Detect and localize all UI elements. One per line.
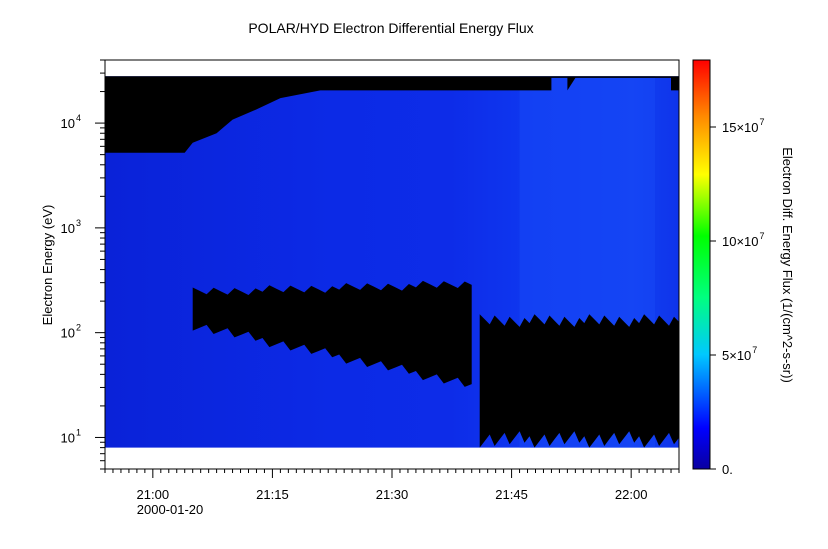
plot-area [105, 60, 679, 469]
colorbar-tick-label: 10×10 [722, 234, 759, 249]
x-tick-label: 22:00 [615, 487, 648, 502]
colorbar-tick-exponent: 7 [760, 117, 765, 127]
colorbar-tick-exponent: 7 [760, 231, 765, 241]
y-tick-label: 10 [61, 221, 75, 236]
colorbar-tick-label: 15×10 [722, 120, 759, 135]
x-tick-label: 21:15 [256, 487, 289, 502]
y-tick-label: 10 [61, 326, 75, 341]
y-tick-label: 10 [61, 430, 75, 445]
no-data-region-mid [192, 280, 472, 387]
no-data-region-late [479, 314, 679, 448]
colorbar-tick-label: 5×10 [722, 348, 751, 363]
y-tick-label: 10 [61, 116, 75, 131]
y-tick-exponent: 3 [76, 218, 81, 228]
y-tick-exponent: 1 [76, 427, 81, 437]
colorbar-label: Electron Diff. Energy Flux (1/(cm^2-s-sr… [780, 147, 795, 383]
x-date-label: 2000-01-20 [137, 502, 204, 517]
y-axis-label: Electron Energy (eV) [40, 205, 55, 326]
x-axis: 2000-01-20 21:00 21:15 21:30 21:45 22:00 [104, 469, 680, 517]
colorbar: Electron Diff. Energy Flux (1/(cm^2-s-sr… [692, 59, 795, 477]
x-tick-label: 21:45 [495, 487, 528, 502]
x-tick-label: 21:30 [376, 487, 409, 502]
y-tick-exponent: 2 [76, 323, 81, 333]
y-tick-exponent: 4 [76, 113, 81, 123]
no-data-region-upper [105, 76, 679, 153]
colorbar-tick-label: 0. [722, 462, 733, 477]
colorbar-gradient [692, 59, 711, 470]
colorbar-tick-exponent: 7 [752, 345, 757, 355]
x-tick-label: 21:00 [137, 487, 170, 502]
chart-title: POLAR/HYD Electron Differential Energy F… [248, 20, 533, 36]
